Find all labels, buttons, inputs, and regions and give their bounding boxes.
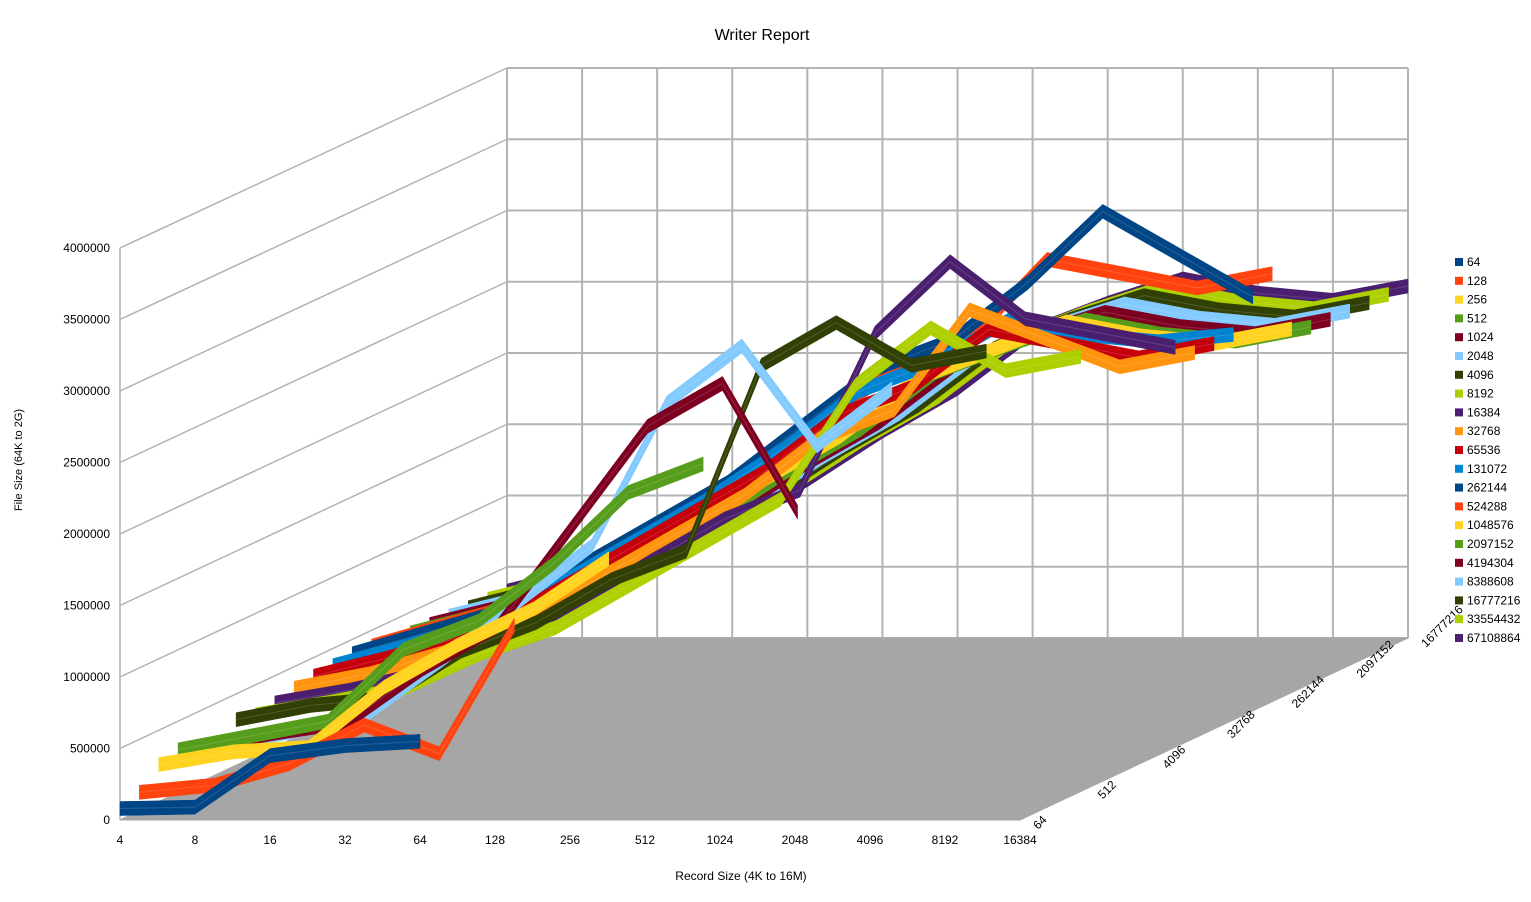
legend-label: 1048576 (1467, 518, 1514, 532)
series-ribbon-64 (119, 734, 421, 816)
legend-label: 512 (1467, 311, 1487, 325)
legend-swatch (1455, 558, 1463, 567)
x-tick-label: 128 (485, 833, 505, 847)
chart-title: Writer Report (715, 27, 810, 44)
legend-label: 8388608 (1467, 575, 1514, 589)
x-tick-label: 64 (413, 833, 427, 847)
series-ridge-64 (119, 740, 421, 810)
x-tick-label: 32 (338, 833, 352, 847)
series-ribbon-8192 (255, 320, 1082, 723)
x-tick-label: 16 (263, 833, 277, 847)
legend-label: 128 (1467, 274, 1487, 288)
x-tick-labels: 4 8 16 32 64 128 256 512 1024 2048 4096 8192 16384 (117, 833, 1037, 847)
legend-swatch (1455, 521, 1463, 530)
y-tick-label: 1000000 (63, 670, 110, 684)
legend-label: 2048 (1467, 349, 1494, 363)
legend-label: 2097152 (1467, 537, 1514, 551)
legend-swatch (1455, 540, 1463, 548)
legend-label: 4096 (1467, 368, 1494, 382)
side-wall-gridline (119, 281, 508, 464)
x-axis-label: Record Size (4K to 16M) (675, 869, 806, 883)
side-wall-gridline (119, 423, 508, 607)
x-tick-label: 1024 (707, 833, 734, 847)
legend-label: 1024 (1467, 330, 1494, 344)
side-wall-gridline (119, 138, 508, 321)
x-tick-label: 256 (560, 833, 580, 847)
legend: 64 128 256 512 1024 2048 4096 8192 16384 32768 655… (1455, 255, 1521, 645)
legend-label: 33554432 (1467, 612, 1521, 626)
side-wall-gridline (119, 494, 508, 678)
legend-label: 131072 (1467, 462, 1507, 476)
legend-label: 32768 (1467, 424, 1501, 438)
z-tick-label: 16777216 (1418, 602, 1466, 650)
x-tick-label: 512 (635, 833, 655, 847)
y-tick-label: 3500000 (63, 313, 110, 327)
legend-label: 65536 (1467, 443, 1501, 457)
legend-swatch (1455, 615, 1463, 624)
legend-swatch (1455, 295, 1463, 304)
x-tick-label: 4096 (857, 833, 884, 847)
legend-swatch (1455, 577, 1463, 586)
y-tick-label: 2500000 (63, 456, 110, 470)
legend-swatch (1455, 370, 1463, 379)
side-wall-gridline (119, 352, 508, 535)
legend-label: 4194304 (1467, 556, 1514, 570)
legend-swatch (1455, 634, 1463, 642)
legend-label: 262144 (1467, 481, 1507, 495)
side-wall-gridline (119, 209, 508, 392)
legend-swatch (1455, 483, 1463, 492)
y-tick-label: 1500000 (63, 599, 110, 613)
series-layer (119, 204, 1409, 816)
legend-swatch (1455, 427, 1463, 436)
x-tick-label: 4 (117, 833, 124, 847)
y-tick-label: 0 (103, 813, 110, 827)
legend-swatch (1455, 502, 1463, 511)
x-tick-label: 2048 (782, 833, 809, 847)
series-ridge-512 (177, 463, 704, 751)
y-tick-label: 500000 (70, 742, 110, 756)
legend-label: 16384 (1467, 405, 1501, 419)
legend-swatch (1455, 389, 1463, 398)
legend-swatch (1455, 333, 1463, 342)
legend-swatch (1455, 596, 1463, 605)
legend-swatch (1455, 314, 1463, 323)
legend-swatch (1455, 464, 1463, 473)
legend-label: 256 (1467, 293, 1487, 307)
legend-swatch (1455, 408, 1463, 417)
legend-swatch (1455, 276, 1463, 285)
y-axis-label: File Size (64K to 2G) (13, 409, 25, 511)
y-tick-label: 2000000 (63, 527, 110, 541)
y-tick-label: 4000000 (63, 241, 110, 255)
z-tick-label: 64 (1030, 813, 1050, 833)
x-tick-label: 16384 (1003, 833, 1037, 847)
legend-label: 8192 (1467, 387, 1494, 401)
side-wall-gridline (119, 566, 508, 750)
legend-label: 16777216 (1467, 593, 1521, 607)
y-tick-label: 3000000 (63, 384, 110, 398)
legend-label: 64 (1467, 255, 1481, 269)
legend-swatch (1455, 352, 1463, 360)
side-wall-gridline (119, 67, 508, 249)
legend-swatch (1455, 258, 1463, 266)
legend-label: 67108864 (1467, 631, 1521, 645)
x-tick-label: 8192 (932, 833, 959, 847)
x-tick-label: 8 (192, 833, 199, 847)
legend-label: 524288 (1467, 499, 1507, 513)
y-tick-labels: 0 500000 1000000 1500000 2000000 2500000 30000… (63, 241, 110, 827)
series-ribbon-512 (177, 456, 704, 758)
series-ridge-256 (158, 558, 610, 766)
legend-swatch (1455, 446, 1463, 454)
